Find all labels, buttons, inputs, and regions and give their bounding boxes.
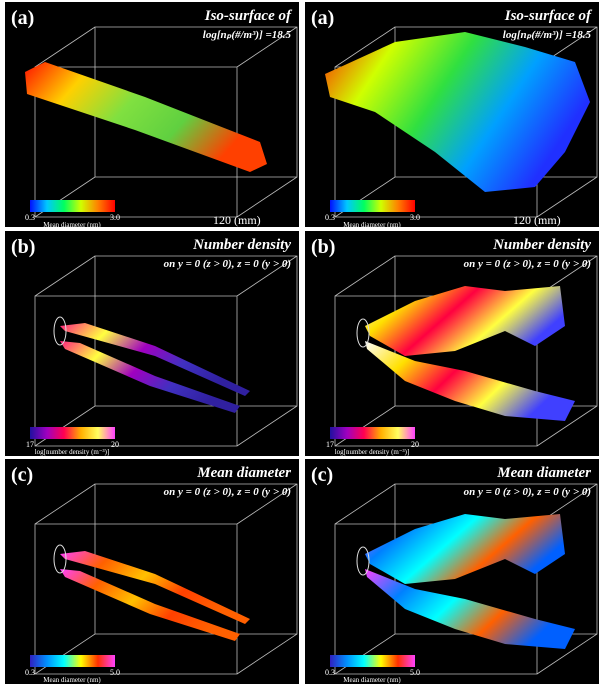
panel-title: Number density xyxy=(192,237,291,253)
nozzle xyxy=(357,547,369,575)
colorbar-max: 3.0 xyxy=(110,213,120,222)
colorbar-min: 0.3 xyxy=(25,213,35,222)
panel-subtitle: on y = 0 (z > 0), z = 0 (y > 0) xyxy=(464,486,591,498)
colorbar-label: log[number density (m⁻³)] xyxy=(35,448,110,456)
panel-label: (b) xyxy=(11,236,35,258)
panel-label: (c) xyxy=(11,464,33,486)
nozzle xyxy=(54,317,66,345)
colorbar-min: 0.3 xyxy=(25,668,35,677)
colorbar-label: Mean diameter (nm) xyxy=(343,676,401,684)
colorbar-min: 0.3 xyxy=(325,668,335,677)
panel: (a) Iso-surface of log[nₚ(#/m³)] =18.5 0.3 3… xyxy=(305,2,599,227)
colorbar-max: 20 xyxy=(411,440,419,449)
panel-label: (a) xyxy=(11,7,34,29)
panel: (c) Mean diameter on y = 0 (z > 0), z = 0 … xyxy=(305,459,599,684)
colorbar-max: 20 xyxy=(111,440,119,449)
panel-subtitle: log[nₚ(#/m³)] =18.5 xyxy=(203,29,292,41)
panel-label: (a) xyxy=(311,7,334,29)
panel-subtitle: log[nₚ(#/m³)] =18.5 xyxy=(503,29,592,41)
colorbar xyxy=(330,655,415,667)
nozzle xyxy=(54,545,66,573)
panel: (b) Number density on y = 0 (z > 0), z = 0… xyxy=(5,231,299,456)
nozzle xyxy=(357,319,369,347)
colorbar xyxy=(30,200,115,212)
panel-subtitle: on y = 0 (z > 0), z = 0 (y > 0) xyxy=(164,258,291,270)
colorbar-max: 3.0 xyxy=(410,213,420,222)
panel-title: Mean diameter xyxy=(196,465,291,481)
iso-surface xyxy=(325,32,590,192)
scale-label: 120 (mm) xyxy=(513,213,561,227)
colorbar-min: 17 xyxy=(326,440,334,449)
colorbar xyxy=(30,427,115,439)
colorbar-min: 0.3 xyxy=(325,213,335,222)
colorbar-label: Mean diameter (nm) xyxy=(43,676,101,684)
iso-surface xyxy=(25,62,267,172)
colorbar xyxy=(330,427,415,439)
panel-title: Mean diameter xyxy=(496,465,591,481)
panel: (a) Iso-surface of log[nₚ(#/m³)] =18.5 0.3 3… xyxy=(5,2,299,227)
colorbar xyxy=(30,655,115,667)
colorbar-max: 5.0 xyxy=(410,668,420,677)
panel-title: Iso-surface of xyxy=(204,8,293,24)
panel-label: (b) xyxy=(311,236,335,258)
panel-title: Iso-surface of xyxy=(504,8,593,24)
panel: (b) Number density on y = 0 (z > 0), z = 0… xyxy=(305,231,599,456)
contour xyxy=(365,569,575,649)
panel: (c) Mean diameter on y = 0 (z > 0), z = 0 … xyxy=(5,459,299,684)
panel-label: (c) xyxy=(311,464,333,486)
panel-subtitle: on y = 0 (z > 0), z = 0 (y > 0) xyxy=(164,486,291,498)
scale-label: 120 (mm) xyxy=(213,213,261,227)
panel-title: Number density xyxy=(492,237,591,253)
colorbar-label: Mean diameter (nm) xyxy=(43,221,101,227)
colorbar-min: 17 xyxy=(26,440,34,449)
colorbar-label: Mean diameter (nm) xyxy=(343,221,401,227)
contour xyxy=(365,341,575,421)
colorbar-label: log[number density (m⁻³)] xyxy=(335,448,410,456)
figure: (a) Iso-surface of log[nₚ(#/m³)] =18.5 0.3 3… xyxy=(0,0,603,684)
panel-subtitle: on y = 0 (z > 0), z = 0 (y > 0) xyxy=(464,258,591,270)
colorbar xyxy=(330,200,415,212)
colorbar-max: 5.0 xyxy=(110,668,120,677)
